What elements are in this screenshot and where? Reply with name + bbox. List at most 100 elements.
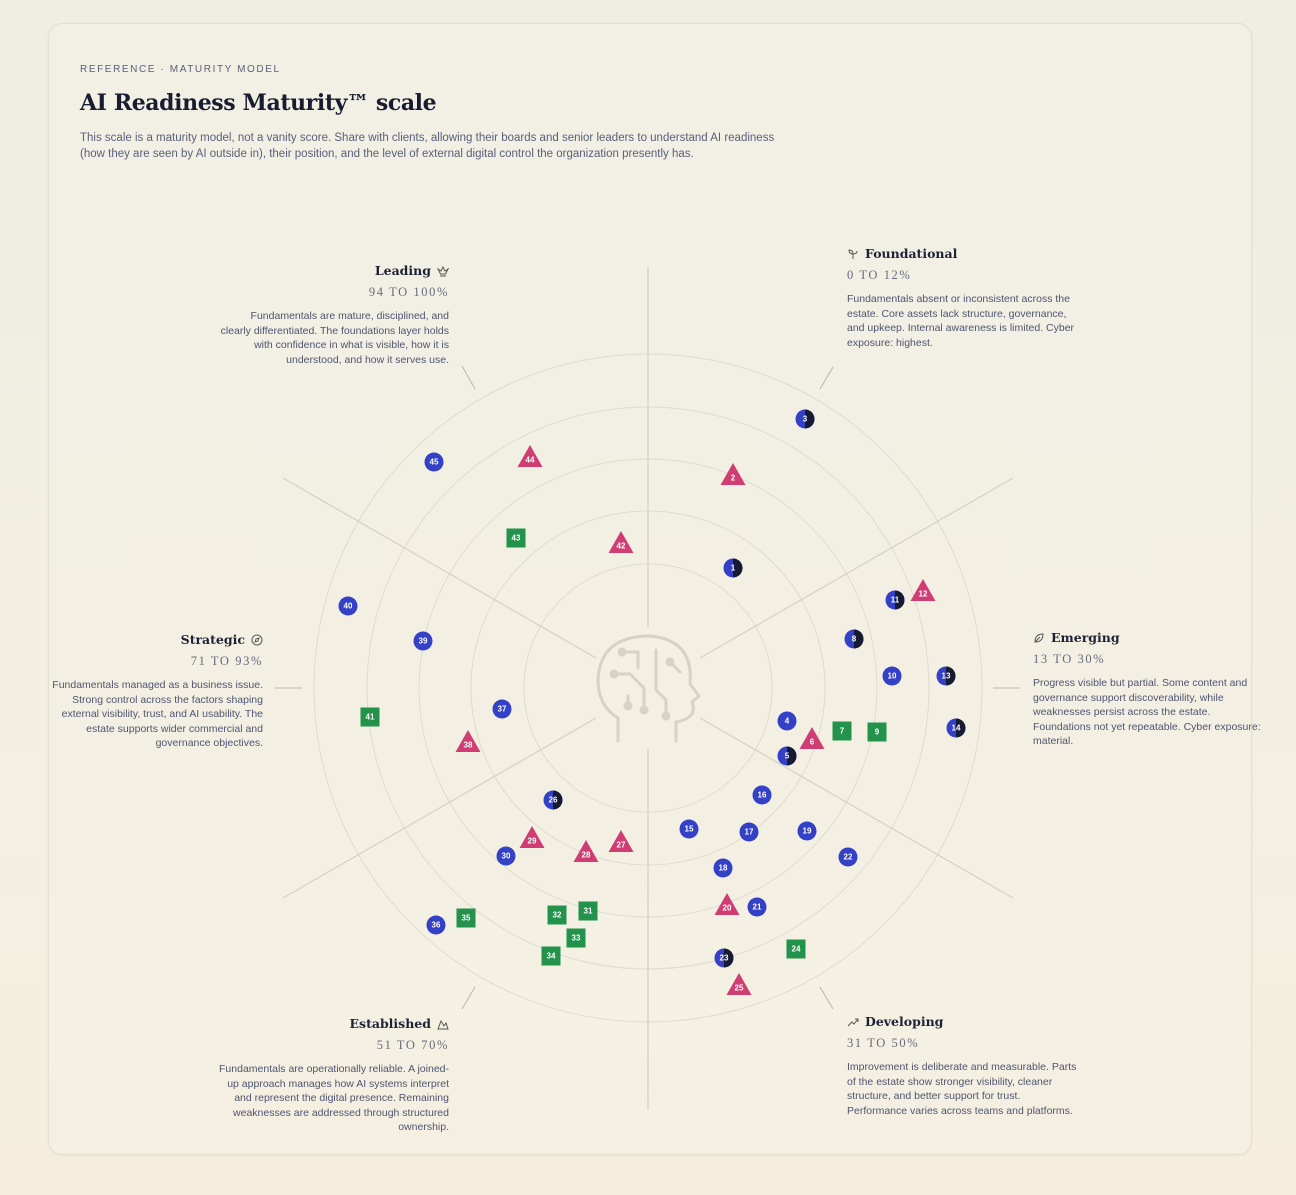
marker-label: 6 [810,738,815,747]
marker: 30 [496,846,516,866]
segment-title: Leading [374,263,431,278]
marker-label: 7 [840,727,845,736]
marker-circle [777,711,797,731]
node [623,701,633,711]
connector [461,986,476,1010]
segment-icon [437,1019,449,1029]
marker-half [787,746,797,766]
marker: 34 [541,946,561,966]
circuit [612,648,682,718]
marker-circle [338,596,358,616]
marker-circle [713,858,733,878]
marker-circle [797,821,817,841]
marker-square [832,721,852,741]
marker: 6 [799,727,825,749]
marker: 28 [573,840,599,862]
marker-half [724,948,734,968]
marker: 45 [424,452,444,472]
marker-square [867,722,887,742]
marker-circle [739,822,759,842]
segment-icon [251,634,263,645]
marker: 18 [713,858,733,878]
spoke [282,477,597,659]
marker-square [456,908,476,928]
segment-description: Improvement is deliberate and measurable… [847,1061,1077,1117]
marker-label: 13 [942,672,951,681]
marker-circle [426,915,446,935]
marker-label: 31 [584,907,593,916]
eyebrow: REFERENCE · MATURITY MODEL [80,64,281,75]
marker-label: 19 [803,827,812,836]
marker: 29 [519,826,545,848]
segment: Foundational 0 TO 12% Fundamentals absent … [847,246,1077,350]
marker-circle [413,631,433,651]
marker: 7 [832,721,852,741]
page-title: AI Readiness Maturity™ scale [80,90,437,116]
marker: 32 [547,905,567,925]
segment-icon [848,248,858,259]
node [661,711,671,721]
marker: 37 [492,699,512,719]
marker-circle [424,452,444,472]
marker-label: 8 [852,635,857,644]
marker: 17 [739,822,759,842]
marker-label: 26 [549,796,558,805]
marker-label: 28 [582,851,591,860]
marker-label: 43 [512,534,521,543]
node [609,669,619,679]
marker-label: 2 [731,474,736,483]
marker-half [733,558,743,578]
marker-square [566,928,586,948]
marker-square [786,939,806,959]
marker-label: 32 [553,911,562,920]
marker-triangle [726,973,752,995]
segment-range: 0 TO 12% [847,268,912,282]
marker-label: 30 [502,852,511,861]
marker: 40 [338,596,358,616]
marker-label: 9 [875,728,880,737]
segment-range: 94 TO 100% [368,285,449,299]
segment-icon [847,1018,859,1026]
marker-label: 3 [803,415,808,424]
segment-icon [437,265,449,276]
marker: 27 [608,830,634,852]
marker-label: 39 [419,637,428,646]
marker-triangle [608,531,634,553]
marker-label: 42 [617,542,626,551]
marker-triangle [910,579,936,601]
marker-label: 14 [952,724,961,733]
marker-half [805,409,815,429]
marker: 31 [578,901,598,921]
segment-icon [1034,632,1044,643]
marker-label: 29 [528,837,537,846]
marker-triangle [608,830,634,852]
marker: 39 [413,631,433,651]
segment-heading: Strategic [33,632,263,647]
marker-label: 1 [731,564,736,573]
marker-half [946,666,956,686]
description: This scale is a maturity model, not a va… [80,132,775,160]
node [639,705,649,715]
marker: 1 [723,558,743,578]
marker-label: 24 [792,945,801,954]
marker: 33 [566,928,586,948]
marker-label: 35 [462,914,471,923]
marker: 42 [608,531,634,553]
spoke [699,477,1014,659]
marker: 25 [726,973,752,995]
segment-title: Emerging [1051,630,1120,645]
marker: 20 [714,893,740,915]
marker-circle [679,819,699,839]
marker: 16 [752,785,772,805]
marker-label: 21 [753,903,762,912]
segment-title: Established [349,1016,432,1031]
marker-label: 22 [844,853,853,862]
marker: 12 [910,579,936,601]
center-icon [596,634,701,743]
marker-half [854,629,864,649]
marker: 26 [543,790,563,810]
marker-label: 17 [745,828,754,837]
marker: 8 [844,629,864,649]
